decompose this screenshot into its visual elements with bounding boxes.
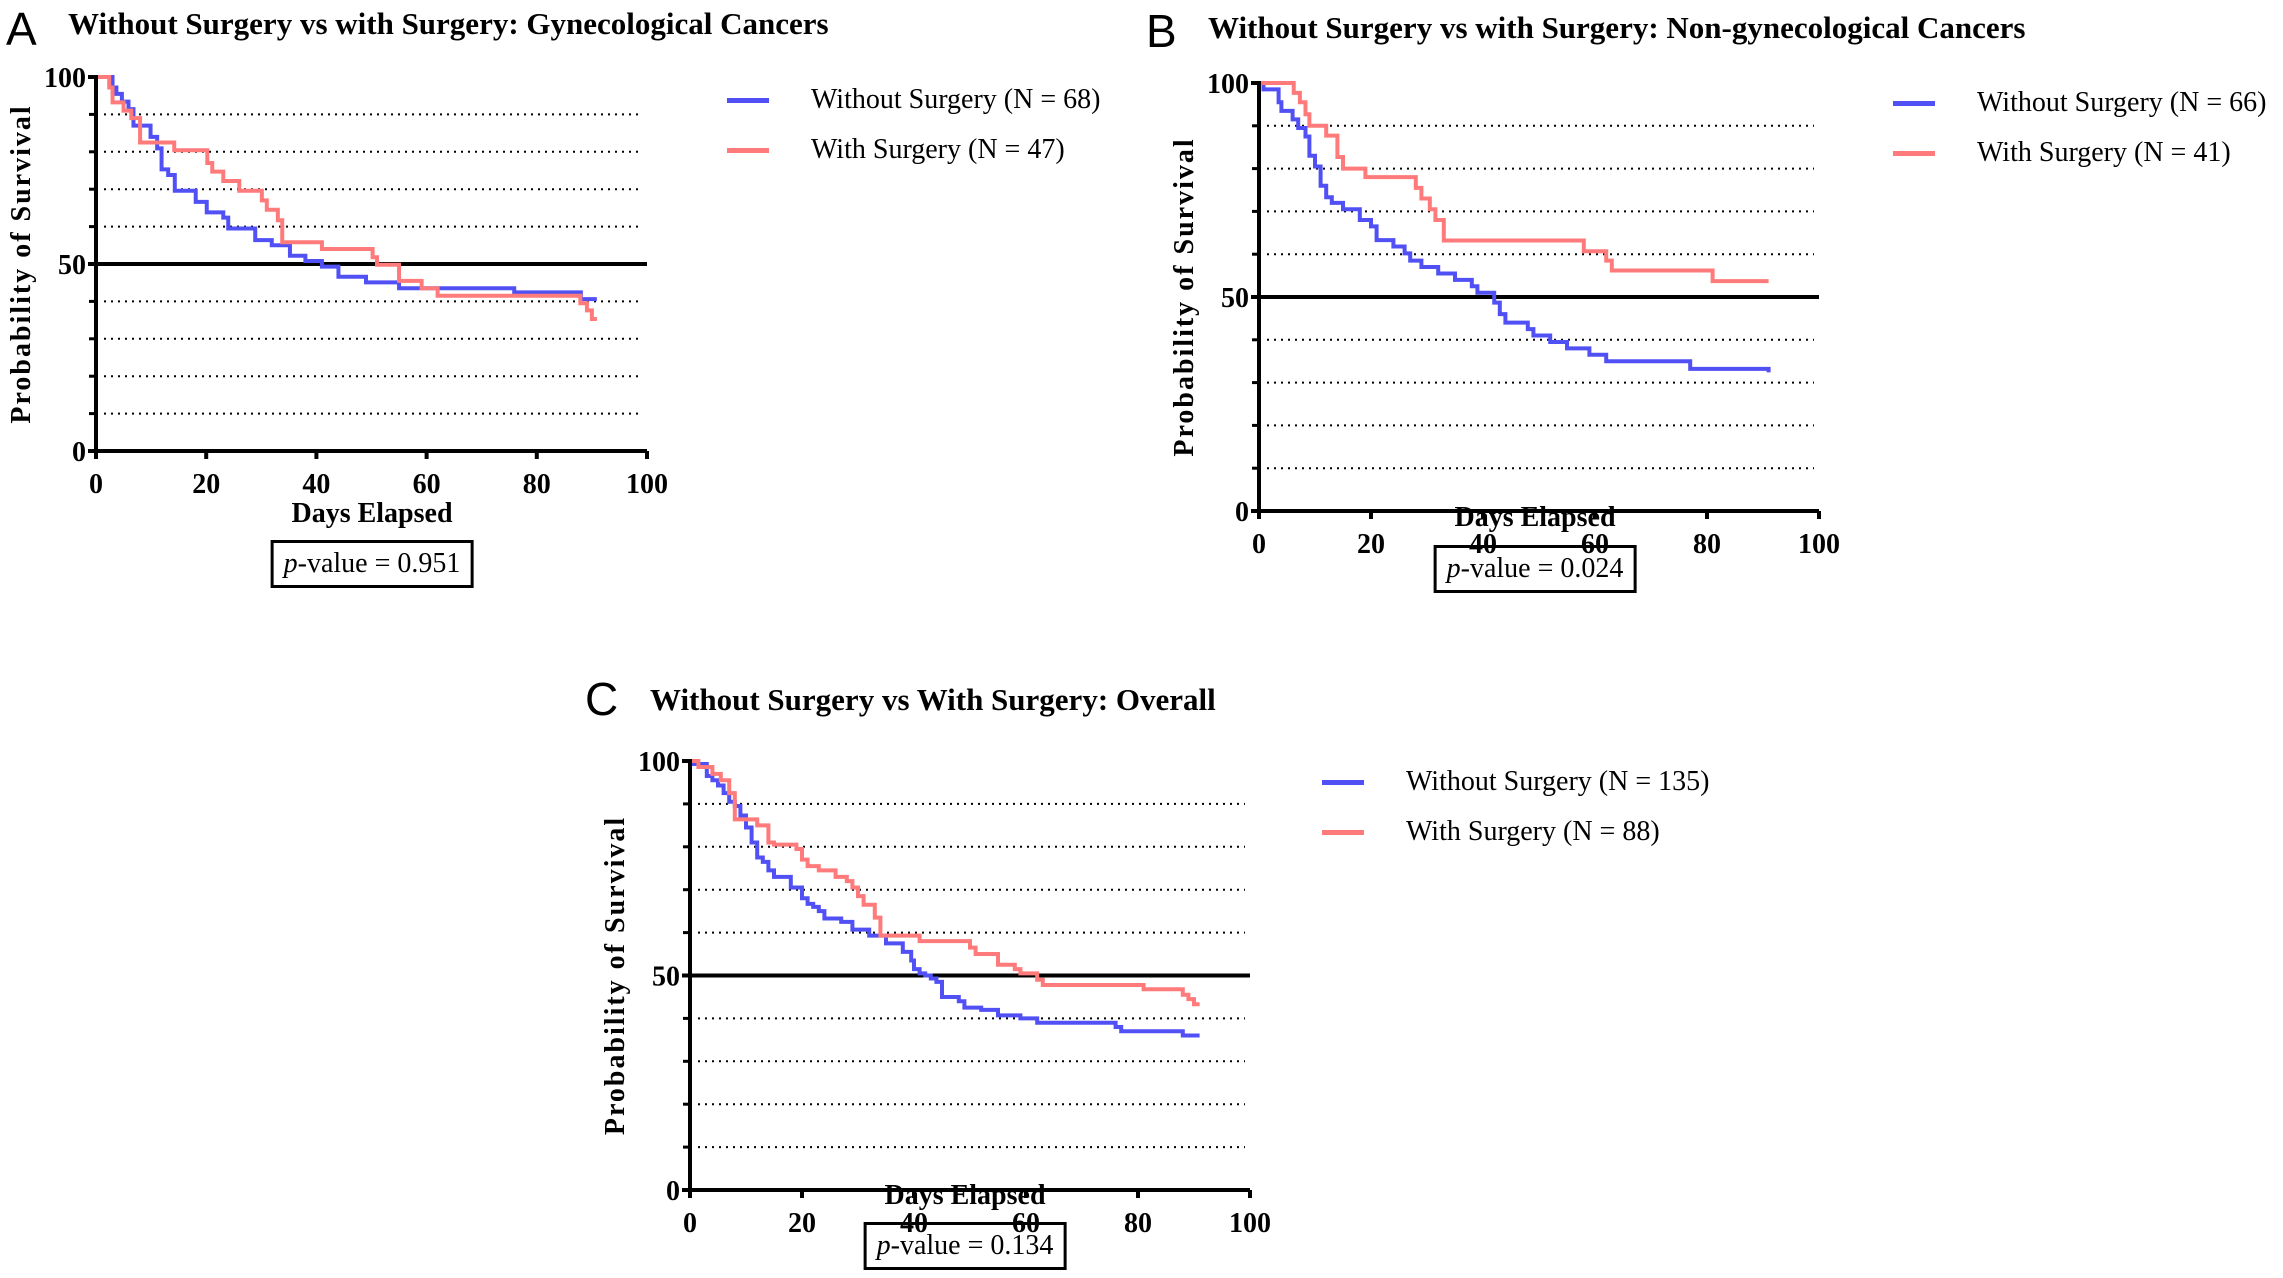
panel-c-xtick-label: 20 [788, 1208, 816, 1239]
legend-swatch-without-surgery [1322, 779, 1364, 785]
panel-b-xtick-label: 0 [1252, 529, 1266, 560]
legend-label: With Surgery (N = 47) [811, 134, 1065, 165]
panel-c-curve-with-surgery [690, 759, 1200, 1007]
panel-a-ylabel: Probability of Survival [6, 104, 37, 423]
panel-c-xtick-label: 60 [1012, 1208, 1040, 1239]
panel-a-xlabel: Days Elapsed [291, 498, 453, 529]
panel-b-ytick-label: 100 [1207, 69, 1249, 100]
legend-item-with-surgery: With Surgery (N = 41) [1893, 139, 2231, 167]
panel-b-letter: B [1146, 5, 1177, 57]
legend-swatch-with-surgery [1322, 829, 1364, 835]
panel-b-xtick-label: 60 [1581, 529, 1609, 560]
legend-swatch-without-surgery [727, 97, 769, 103]
panel-b-ytick-label: 50 [1221, 283, 1249, 314]
panel-b-curve-with-surgery [1259, 81, 1769, 284]
legend-label: With Surgery (N = 41) [1977, 137, 2231, 168]
panel-a-xtick-label: 100 [626, 469, 668, 500]
legend-item-without-surgery: Without Surgery (N = 66) [1893, 89, 2266, 117]
legend-item-with-surgery: With Surgery (N = 47) [727, 136, 1065, 164]
panel-a-letter: A [6, 3, 37, 55]
panel-a-xtick-label: 60 [413, 469, 441, 500]
p-value-text: -value = 0.024 [1460, 553, 1624, 584]
panel-b-ylabel: Probability of Survival [1169, 137, 1200, 456]
panel-b-ytick-label: 0 [1235, 497, 1249, 528]
panel-c-ytick-label: 50 [652, 962, 680, 993]
panel-c-xtick-label: 40 [900, 1208, 928, 1239]
legend-label: Without Surgery (N = 68) [811, 84, 1101, 115]
panel-c-ytick-label: 100 [638, 747, 680, 778]
panel-b-curve-without-surgery [1259, 81, 1771, 373]
panel-b-xtick-label: 20 [1357, 529, 1385, 560]
legend-item-without-surgery: Without Surgery (N = 68) [727, 86, 1100, 114]
panel-c-xtick-label: 0 [683, 1208, 697, 1239]
p-value-text: -value = 0.951 [297, 548, 461, 579]
panel-a-ytick-label: 100 [44, 63, 86, 94]
legend-swatch-with-surgery [1893, 150, 1935, 156]
panel-c-xlabel: Days Elapsed [884, 1180, 1046, 1211]
legend-label: Without Surgery (N = 135) [1406, 766, 1710, 797]
panel-a-xtick-label: 80 [523, 469, 551, 500]
legend-item-with-surgery: With Surgery (N = 88) [1322, 818, 1660, 846]
panel-a-title: Without Surgery vs with Surgery: Gynecol… [68, 6, 829, 41]
legend-item-without-surgery: Without Surgery (N = 135) [1322, 768, 1709, 796]
panel-c-xtick-label: 80 [1124, 1208, 1152, 1239]
panel-c-p-value: p-value = 0.134 [863, 1222, 1067, 1270]
panel-b-title: Without Surgery vs with Surgery: Non-gyn… [1208, 10, 2026, 45]
panel-a-ytick-label: 50 [58, 250, 86, 281]
legend-label: With Surgery (N = 88) [1406, 816, 1660, 847]
p-italic: p [1446, 553, 1461, 584]
legend-label: Without Surgery (N = 66) [1977, 87, 2267, 118]
panel-c-ytick-label: 0 [666, 1176, 680, 1207]
panel-a-xtick-label: 0 [89, 469, 103, 500]
panel-c-curve-without-surgery [690, 759, 1200, 1038]
panel-b-p-value: p-value = 0.024 [1433, 545, 1637, 593]
legend-swatch-without-surgery [1893, 100, 1935, 106]
panel-b-xtick-label: 80 [1693, 529, 1721, 560]
panel-a-ytick-label: 0 [72, 437, 86, 468]
p-value-text: -value = 0.134 [890, 1230, 1054, 1261]
p-italic: p [283, 548, 298, 579]
panel-a-xtick-label: 40 [302, 469, 330, 500]
panel-c-xtick-label: 100 [1229, 1208, 1271, 1239]
p-italic: p [876, 1230, 891, 1261]
panel-a-curve-with-surgery [96, 75, 597, 321]
panel-c-title: Without Surgery vs With Surgery: Overall [650, 682, 1216, 717]
panel-a-p-value: p-value = 0.951 [270, 540, 474, 588]
legend-swatch-with-surgery [727, 147, 769, 153]
panel-b-xtick-label: 40 [1469, 529, 1497, 560]
panel-b-xtick-label: 100 [1798, 529, 1840, 560]
panel-a-xtick-label: 20 [192, 469, 220, 500]
panel-c-ylabel: Probability of Survival [600, 816, 631, 1135]
panel-c-letter: C [585, 673, 619, 725]
